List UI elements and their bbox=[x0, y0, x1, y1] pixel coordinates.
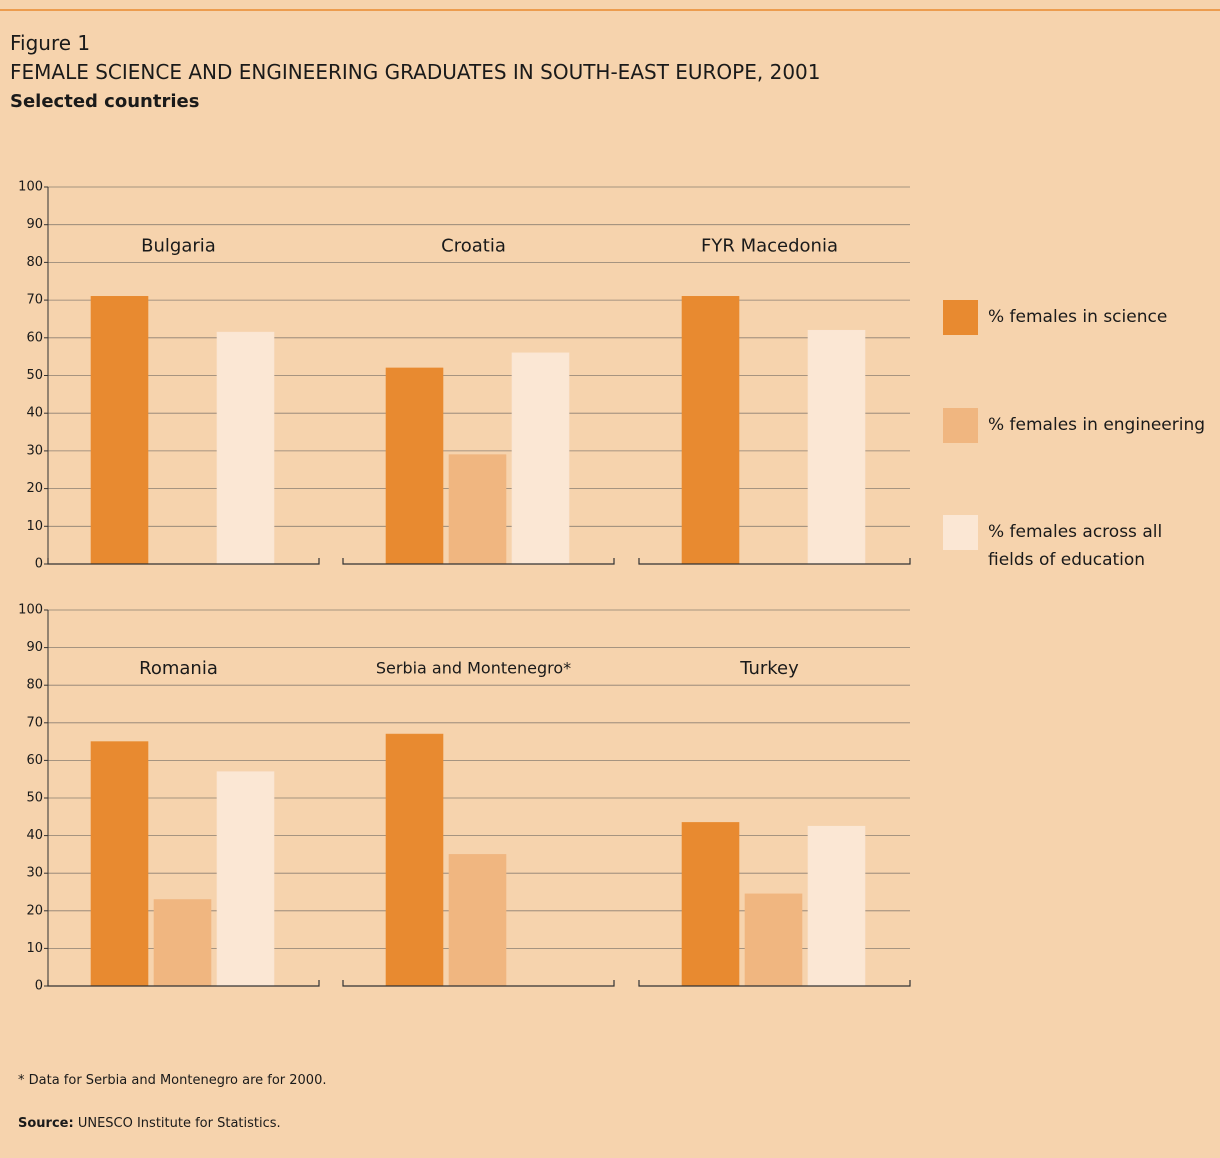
y-tick-label: 30 bbox=[26, 866, 43, 881]
footnote: * Data for Serbia and Montenegro are for… bbox=[18, 1073, 327, 1088]
bar bbox=[385, 367, 444, 565]
bar bbox=[448, 854, 507, 987]
y-tick-label: 70 bbox=[26, 715, 43, 730]
y-tick-label: 20 bbox=[26, 481, 43, 496]
bar bbox=[807, 825, 866, 987]
y-tick-label: 0 bbox=[35, 557, 43, 572]
panel-baseline bbox=[342, 558, 615, 565]
bar bbox=[681, 822, 740, 987]
bar bbox=[744, 893, 803, 987]
legend-label: % females in science bbox=[988, 307, 1168, 327]
y-tick-label: 80 bbox=[26, 255, 43, 270]
y-tick-label: 40 bbox=[26, 828, 43, 843]
panel-baseline bbox=[638, 558, 911, 565]
panel-title: Croatia bbox=[441, 235, 506, 256]
y-tick-label: 90 bbox=[26, 217, 43, 232]
legend-swatch bbox=[943, 408, 978, 443]
y-tick-label: 90 bbox=[26, 640, 43, 655]
source-label: Source: bbox=[18, 1116, 74, 1131]
panel-title: Romania bbox=[139, 658, 218, 679]
y-tick-label: 10 bbox=[26, 519, 43, 534]
subtitle: Selected countries bbox=[10, 91, 200, 112]
y-tick-label: 70 bbox=[26, 293, 43, 308]
bar bbox=[90, 296, 149, 565]
bar bbox=[153, 899, 212, 987]
panel-title: FYR Macedonia bbox=[701, 235, 838, 256]
bar bbox=[90, 741, 149, 987]
y-tick-label: 0 bbox=[35, 979, 43, 994]
y-tick-label: 100 bbox=[18, 180, 43, 195]
y-tick-label: 40 bbox=[26, 406, 43, 421]
legend-label: % females in engineering bbox=[988, 415, 1206, 435]
title: FEMALE SCIENCE AND ENGINEERING GRADUATES… bbox=[10, 60, 821, 84]
panel-baseline bbox=[638, 980, 911, 987]
legend-swatch bbox=[943, 515, 978, 550]
bar bbox=[216, 331, 275, 565]
panel-baseline bbox=[342, 980, 615, 987]
y-tick-label: 30 bbox=[26, 443, 43, 458]
y-tick-label: 60 bbox=[26, 753, 43, 768]
figure-label: Figure 1 bbox=[10, 31, 91, 55]
legend-label: % females across all fields of education bbox=[988, 522, 1163, 570]
panel-baseline bbox=[47, 558, 320, 565]
y-tick-label: 50 bbox=[26, 791, 43, 806]
y-tick-label: 100 bbox=[18, 603, 43, 618]
y-tick-label: 20 bbox=[26, 903, 43, 918]
y-tick-label: 60 bbox=[26, 330, 43, 345]
legend-swatch bbox=[943, 300, 978, 335]
y-tick-label: 50 bbox=[26, 368, 43, 383]
bar bbox=[385, 733, 444, 987]
panel-title: Turkey bbox=[739, 658, 799, 679]
bar bbox=[216, 771, 275, 987]
bar bbox=[511, 352, 570, 565]
bar bbox=[807, 329, 866, 565]
source-text: UNESCO Institute for Statistics. bbox=[77, 1116, 281, 1131]
y-tick-label: 10 bbox=[26, 941, 43, 956]
bar bbox=[681, 296, 740, 565]
panel-title: Serbia and Montenegro* bbox=[376, 659, 571, 678]
panel-title: Bulgaria bbox=[141, 235, 216, 256]
panel-baseline bbox=[47, 980, 320, 987]
source: Source: UNESCO Institute for Statistics. bbox=[18, 1116, 281, 1131]
y-tick-label: 80 bbox=[26, 678, 43, 693]
bar bbox=[448, 454, 507, 565]
